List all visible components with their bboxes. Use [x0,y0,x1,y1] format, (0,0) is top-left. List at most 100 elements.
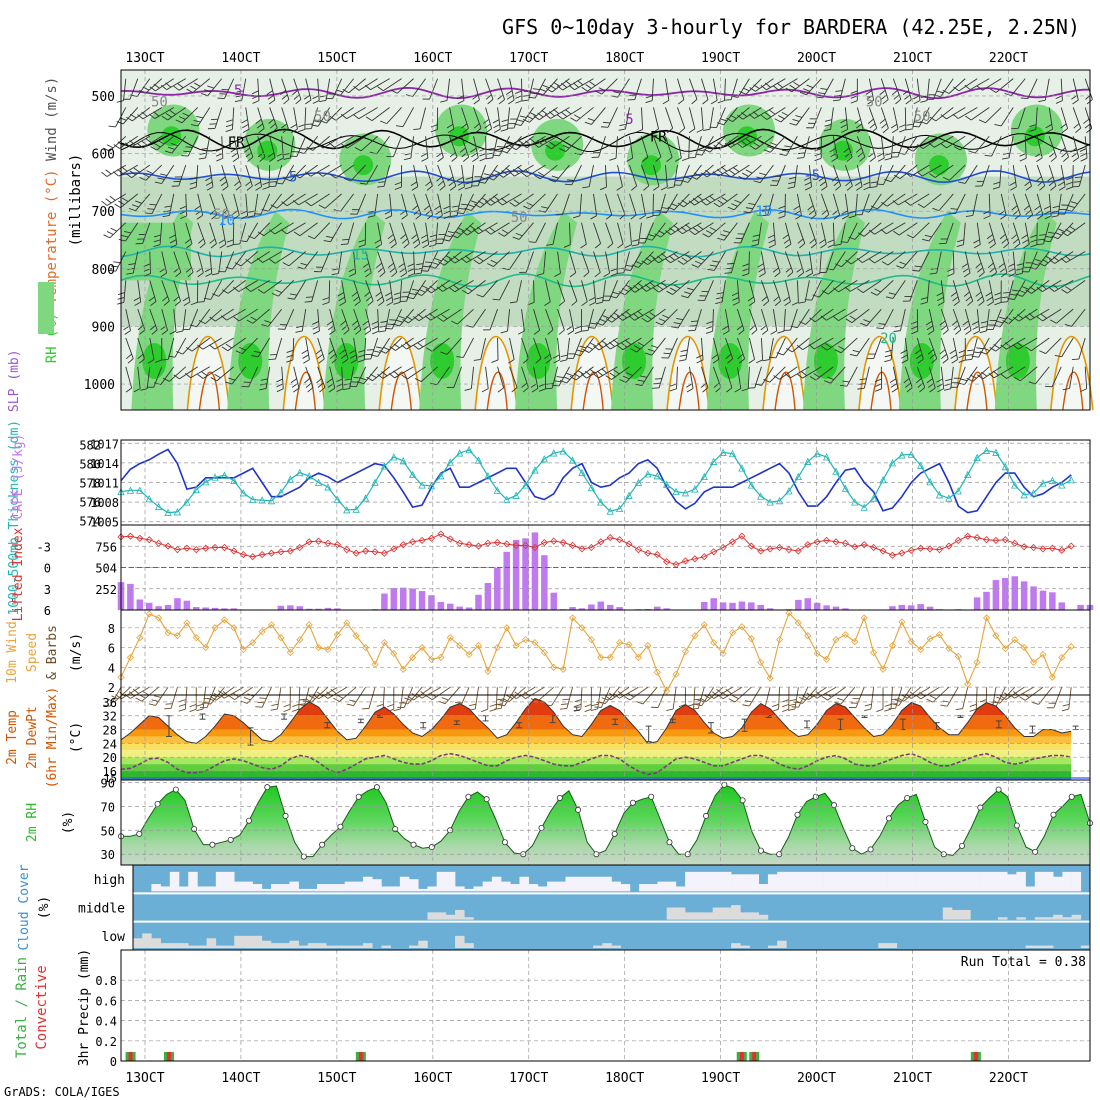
wind-barb-feather [108,125,116,128]
wind-barb-feather [645,352,652,356]
wind-barb-feather [190,124,198,127]
wind-barb-feather [545,144,552,150]
y-left-tick-label: 574 [79,514,101,528]
wind-barb [958,78,978,92]
slp-marker [211,473,219,481]
cloud-cell-low [464,943,474,948]
wind-barb-feather [748,301,756,307]
isotherm-30-arch [966,371,988,411]
wind-barb-feather [395,125,403,128]
wind-barb-feather [651,345,658,349]
wind-barb [322,135,342,149]
wind-barb-feather [876,183,884,186]
wind-barb-feather [1048,286,1055,292]
wind-speed-marker [644,642,652,650]
wind-barb-feather [870,181,878,184]
wind-barb-feather [567,330,574,335]
wind-barb-feather [749,145,756,150]
wind-barb-feather [354,300,361,307]
slp-marker [917,461,925,469]
wind-barb-feather [728,698,736,703]
wind-barb-feather [239,346,246,351]
wind-speed-marker [540,648,548,657]
wind-barb-feather [952,113,959,119]
slp-marker [154,502,163,511]
wind-barb-feather [783,238,791,244]
wind-barb-feather [522,118,530,123]
y-tick-label: 90 [101,776,115,790]
wind-barb-feather [469,703,477,707]
axis-label-part: Cloud Cover [17,864,32,950]
wind-speed-marker [992,632,1000,640]
wind-barb-feather [1000,214,1007,220]
wind-barb-feather [700,697,707,702]
wind-barb [1010,78,1026,96]
wind-barb-feather [808,209,815,215]
wind-barb-feather [670,287,677,292]
rh-marker [337,823,344,830]
wind-barb [334,135,354,148]
wind-barb-feather [453,255,460,261]
wind-barb-feather [1074,176,1082,179]
wind-barb-feather [1029,286,1036,291]
rh-marker [575,806,582,813]
wind-barb [882,164,894,185]
wind-barb-feather [326,320,333,326]
wind-barb-feather [522,387,529,393]
y-right-tick-label: 1014 [90,457,119,471]
wind-barb-feather [697,224,704,230]
wind-barb-feather [777,330,785,334]
wind-barb-feather [840,119,847,124]
rh-marker [959,842,966,849]
wind-barb-feather [140,388,148,391]
wind-barb-feather [1079,148,1087,152]
wind-barb [926,78,930,101]
wind-barb-feather [204,89,212,93]
wind-barb-feather [342,358,349,364]
wind-speed-marker [390,649,398,658]
wind-speed-marker [766,674,774,682]
panel-wind-ylabel-2: Speed [25,633,40,672]
wind-barb [263,279,282,294]
wind-barb-feather [1010,186,1017,191]
wind-barb-feather [1014,214,1021,220]
isotherm-30-arch [294,371,317,411]
cloud-cell-high [243,881,253,892]
x-tick-label-bottom: 19OCT [701,1071,740,1086]
wind-barb [149,251,151,274]
wind-barb-feather [329,174,337,179]
wind-barb-feather [940,114,947,120]
cloud-cell-middle [961,909,971,920]
wind-barb-feather [380,320,388,323]
wind-barb-feather [849,210,857,214]
wind-barb [709,107,714,130]
wind-barb-feather [477,200,485,205]
wind-barb [602,280,606,303]
wind-barb-feather [286,349,294,353]
wind-barb-feather [788,181,796,185]
temp-band [121,757,1072,765]
wind-barb-feather [490,173,498,178]
wind-barb-feather [430,382,438,386]
wind-speed-marker [973,658,981,666]
wind-barb [718,164,738,177]
wind-barb-feather [781,149,789,152]
wind-barb-feather [406,296,414,300]
wind-barb-feather [125,173,132,178]
wind-barb-feather [571,300,578,306]
wind-barb-feather [317,353,324,360]
wind-barb-feather [269,258,276,264]
wind-barb-feather [473,358,481,361]
wind-barb-feather [520,143,528,149]
wind-barb-feather [302,354,309,359]
wind-barb-feather [497,173,504,178]
wind-barb-feather [593,345,600,351]
wind-barb [949,164,966,181]
wind-barb [670,251,690,264]
wind-barb-feather [513,199,520,204]
wind-barb [868,107,878,129]
wind-barb-feather [153,111,160,117]
cloud-cell-high [602,876,612,892]
wind-barb-feather [1065,186,1073,190]
wind-barb [830,366,846,384]
